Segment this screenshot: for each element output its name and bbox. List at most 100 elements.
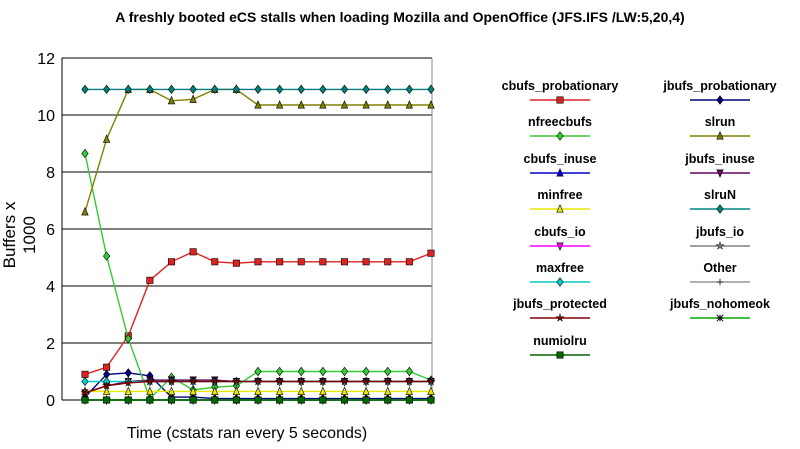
legend-swatch-marker: [556, 131, 564, 142]
legend-swatch: [690, 95, 750, 105]
data-point-cbufs-probationary: [319, 258, 327, 266]
legend-label: jbufs_probationary: [663, 79, 777, 93]
legend-swatch-marker: [555, 313, 565, 323]
legend-label: cbufs_probationary: [501, 79, 619, 93]
data-point-slrun: [167, 84, 176, 95]
legend-label: minfree: [537, 188, 583, 203]
legend-item: jbufs_io: [640, 225, 800, 259]
y-axis-label: Buffers x 1000: [0, 201, 39, 269]
data-point-jbufs-protected: [123, 377, 134, 388]
legend-swatch: [530, 277, 590, 287]
legend-label: slruN: [704, 188, 736, 203]
data-point-cbufs-probationary: [427, 249, 435, 257]
data-point-minfree: [405, 386, 414, 395]
data-point-nfreecbufs: [340, 366, 349, 377]
legend-label: nfreecbufs: [528, 115, 592, 130]
data-point-slrun: [167, 95, 176, 105]
legend-swatch-marker: [556, 167, 564, 177]
legend-swatch: [690, 314, 750, 322]
data-point-cbufs-probationary: [276, 258, 284, 266]
legend-swatch-marker: [716, 169, 724, 178]
data-point-slrun: [254, 84, 262, 95]
data-point-minfree: [340, 386, 349, 395]
data-point-nfreecbufs: [254, 366, 262, 377]
data-point-slrun: [146, 84, 154, 95]
data-point-slrun: [362, 84, 370, 95]
data-point-jbufs-protected: [382, 376, 393, 386]
data-point-slrun: [189, 94, 197, 103]
data-point-minfree: [102, 386, 111, 395]
chart-title: A freshly booted eCS stalls when loading…: [115, 9, 685, 25]
data-point-nfreecbufs: [297, 366, 305, 377]
legend-item: nfreecbufs: [480, 115, 640, 149]
legend-swatch: [690, 278, 750, 286]
data-point-slrun: [124, 84, 132, 95]
data-point-slrun: [297, 100, 305, 109]
legend-label: jbufs_io: [696, 224, 744, 239]
data-point-nfreecbufs: [362, 366, 370, 377]
legend-swatch-marker: [716, 314, 724, 322]
legend-swatch: [530, 351, 590, 359]
data-point-numiolru: [81, 396, 89, 404]
legend-swatch: [530, 96, 590, 104]
data-point-numiolru: [362, 396, 370, 404]
legend-label: numiolru: [533, 333, 587, 348]
data-point-numiolru: [276, 396, 284, 404]
data-point-numiolru: [405, 396, 413, 404]
data-point-slrun: [254, 100, 262, 109]
legend-item: jbufs_inuse: [640, 152, 800, 186]
data-point-cbufs-probationary: [103, 363, 111, 371]
data-point-numiolru: [211, 396, 219, 404]
data-point-jbufs-protected: [426, 376, 436, 386]
legend-item: slrun: [640, 115, 800, 149]
data-point-jbufs-protected: [274, 376, 285, 386]
y-tick-label: 6: [46, 222, 55, 239]
data-point-slrun: [319, 100, 327, 109]
data-point-numiolru: [340, 396, 348, 404]
data-point-cbufs-probationary: [168, 258, 176, 266]
data-point-slrun: [275, 100, 284, 109]
legend-item: numiolru: [480, 334, 640, 368]
legend-label: slrun: [704, 115, 736, 130]
series-cbufs-probationary: [81, 248, 435, 378]
data-point-minfree: [427, 386, 435, 395]
data-point-nfreecbufs: [276, 366, 284, 377]
data-point-slrun: [384, 100, 392, 109]
data-point-minfree: [146, 386, 154, 395]
data-point-maxfree: [81, 376, 89, 387]
data-point-slrun: [405, 84, 413, 95]
series-numiolru: [81, 396, 435, 404]
data-point-cbufs-probationary: [81, 370, 89, 378]
data-point-slrun: [427, 100, 435, 109]
data-point-numiolru: [319, 396, 327, 404]
data-point-slrun: [276, 84, 284, 95]
data-point-numiolru: [427, 396, 435, 404]
series-slrun: [81, 84, 435, 95]
y-tick-label: 12: [37, 51, 55, 68]
legend-swatch: [530, 167, 590, 177]
series-minfree: [81, 386, 435, 395]
y-tick-label: 4: [46, 279, 55, 296]
data-point-nfreecbufs: [384, 366, 392, 377]
data-point-numiolru: [297, 396, 305, 404]
legend-swatch: [530, 242, 590, 251]
data-point-numiolru: [103, 396, 111, 404]
legend-item: minfree: [480, 188, 640, 222]
data-point-minfree: [211, 386, 219, 395]
data-point-slrun: [340, 100, 349, 109]
legend-swatch: [690, 240, 750, 250]
x-axis-label: Time (cstats ran every 5 seconds): [126, 425, 368, 442]
legend-label: cbufs_inuse: [523, 151, 597, 166]
data-point-numiolru: [124, 396, 132, 404]
data-point-cbufs-probationary: [297, 258, 305, 266]
legend-item: Other: [640, 261, 800, 295]
data-point-jbufs-protected: [209, 376, 220, 386]
data-point-numiolru: [146, 396, 154, 404]
data-point-numiolru: [384, 396, 392, 404]
legend-item: jbufs_probationary: [640, 79, 800, 113]
data-point-nfreecbufs: [103, 251, 111, 261]
data-point-jbufs-protected: [101, 380, 112, 390]
legend-swatch-marker: [556, 204, 564, 213]
data-point-cbufs-probationary: [362, 258, 370, 266]
